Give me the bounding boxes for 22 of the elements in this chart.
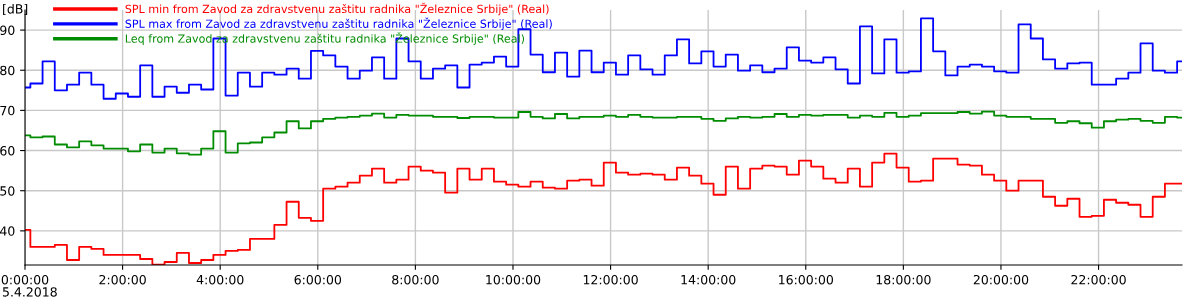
series-label: SPL max from Zavod za zdravstvenu zaštitu radnika "Železnice Srbije" (Real) xyxy=(125,17,552,31)
x-tick-label: 22:00:00 xyxy=(1071,274,1126,285)
x-tick-label: 2:00:00 xyxy=(99,274,146,285)
x-tick-label: 8:00:00 xyxy=(392,274,439,285)
text: 5.4.2018 xyxy=(2,287,57,297)
x-tick-label: 0:00:00 xyxy=(1,274,49,285)
y-tick-label: 80 xyxy=(0,65,15,76)
y-tick-label: 50 xyxy=(0,186,15,196)
x-tick-label: 4:00:00 xyxy=(196,274,244,285)
x-tick-label: 14:00:00 xyxy=(681,274,736,285)
text: SPL min from Zavod za zdravstvenu zaštitu radnika "Železnice Srbije" (Real) xyxy=(125,2,549,16)
y-tick-label: 40 xyxy=(0,226,15,236)
x-tick-label: 10:00:00 xyxy=(486,274,541,285)
y-axis-title: [dB] xyxy=(3,3,28,16)
x-tick-label: 12:00:00 xyxy=(583,274,638,285)
y-tick-label: 90 xyxy=(0,25,15,36)
y-tick-label: 60 xyxy=(0,146,15,156)
x-tick-label: 20:00:00 xyxy=(973,274,1029,285)
x-tick-label: 18:00:00 xyxy=(876,274,931,285)
x-tick-label: 6:00:00 xyxy=(294,274,342,285)
y-tick-label: 70 xyxy=(0,105,15,116)
x-tick-label: 16:00:00 xyxy=(779,274,834,285)
